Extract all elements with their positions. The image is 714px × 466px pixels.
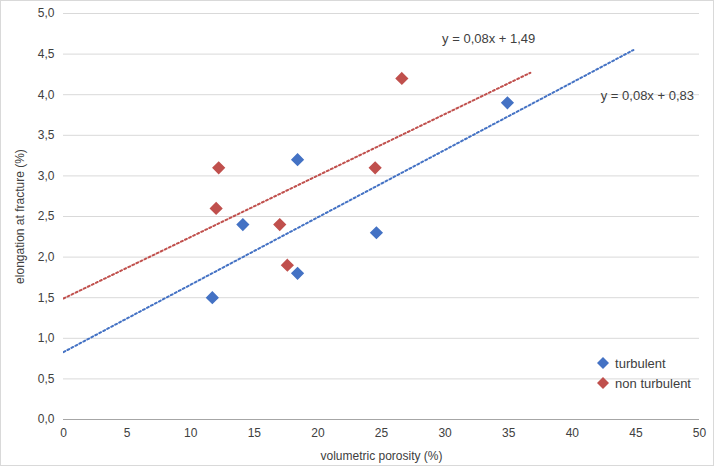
svg-text:volumetric porosity (%): volumetric porosity (%) — [320, 449, 442, 463]
svg-text:3,0: 3,0 — [38, 169, 55, 183]
svg-text:elongation at fracture (%): elongation at fracture (%) — [13, 149, 27, 284]
svg-text:15: 15 — [248, 426, 262, 440]
svg-text:2,5: 2,5 — [38, 209, 55, 223]
svg-text:45: 45 — [629, 426, 643, 440]
html-text:non turbulent: non turbulent — [615, 375, 691, 391]
svg-text:4,0: 4,0 — [38, 88, 55, 102]
svg-text:2,0: 2,0 — [38, 250, 55, 264]
svg-text:20: 20 — [311, 426, 325, 440]
svg-text:1,0: 1,0 — [38, 331, 55, 345]
svg-text:0,5: 0,5 — [38, 372, 55, 386]
svg-text:50: 50 — [693, 426, 707, 440]
svg-text:35: 35 — [502, 426, 516, 440]
svg-text:30: 30 — [438, 426, 452, 440]
svg-text:4,5: 4,5 — [38, 47, 55, 61]
svg-text:5,0: 5,0 — [38, 6, 55, 20]
svg-text:y = 0,08x + 1,49: y = 0,08x + 1,49 — [442, 31, 535, 46]
svg-text:40: 40 — [566, 426, 580, 440]
svg-text:1,5: 1,5 — [38, 291, 55, 305]
svg-text:y = 0,08x + 0,83: y = 0,08x + 0,83 — [601, 88, 694, 103]
svg-text:0,0: 0,0 — [38, 412, 55, 426]
svg-text:3,5: 3,5 — [38, 128, 55, 142]
svg-text:0: 0 — [60, 426, 67, 440]
svg-text:25: 25 — [375, 426, 389, 440]
html-text:turbulent: turbulent — [615, 355, 666, 371]
svg-text:5: 5 — [124, 426, 131, 440]
svg-text:10: 10 — [184, 426, 198, 440]
